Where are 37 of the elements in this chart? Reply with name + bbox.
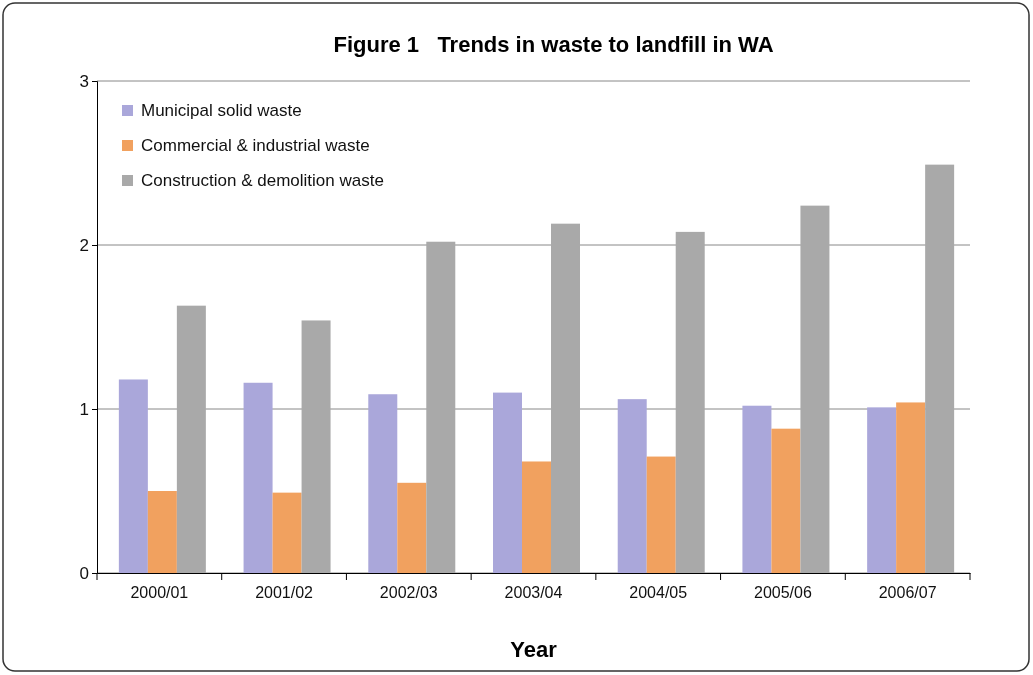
x-tick-label: 2003/04: [504, 584, 563, 602]
bar: [176, 305, 206, 573]
bar: [551, 223, 580, 573]
y-tick-label: 1: [79, 399, 89, 419]
bar: [925, 164, 955, 573]
bar: [522, 461, 551, 573]
legend-label: Construction & demolition waste: [141, 171, 384, 190]
x-tick-label: 2006/07: [878, 584, 937, 602]
bar: [118, 379, 148, 573]
bar: [243, 382, 273, 573]
x-tick-label: 2000/01: [130, 584, 189, 602]
bar: [800, 205, 830, 573]
bar: [301, 320, 331, 573]
y-tick-label: 3: [79, 71, 89, 91]
x-tick-label: 2002/03: [379, 584, 438, 602]
x-tick-label: 2005/06: [754, 584, 812, 602]
bar: [771, 428, 801, 573]
bar: [426, 241, 456, 573]
legend-label: Municipal solid waste: [141, 101, 302, 120]
bar: [896, 402, 926, 573]
legend-label: Commercial & industrial waste: [141, 136, 370, 155]
bar: [272, 492, 302, 573]
y-tick-label: 2: [79, 235, 89, 255]
bar: [675, 231, 705, 573]
bar: [646, 456, 676, 573]
x-tick-label: 2001/02: [255, 584, 314, 602]
bar: [397, 482, 427, 573]
x-tick-label: 2004/05: [629, 584, 688, 602]
bar: [742, 405, 772, 573]
x-axis-title: Year: [510, 637, 558, 662]
y-tick-label: 0: [79, 563, 89, 583]
bar: [493, 392, 522, 573]
bar: [368, 394, 398, 573]
bar: [147, 491, 177, 573]
bar: [617, 399, 647, 573]
bar: [867, 407, 897, 573]
chart-title: Figure 1 Trends in waste to landfill in WA: [333, 32, 774, 57]
